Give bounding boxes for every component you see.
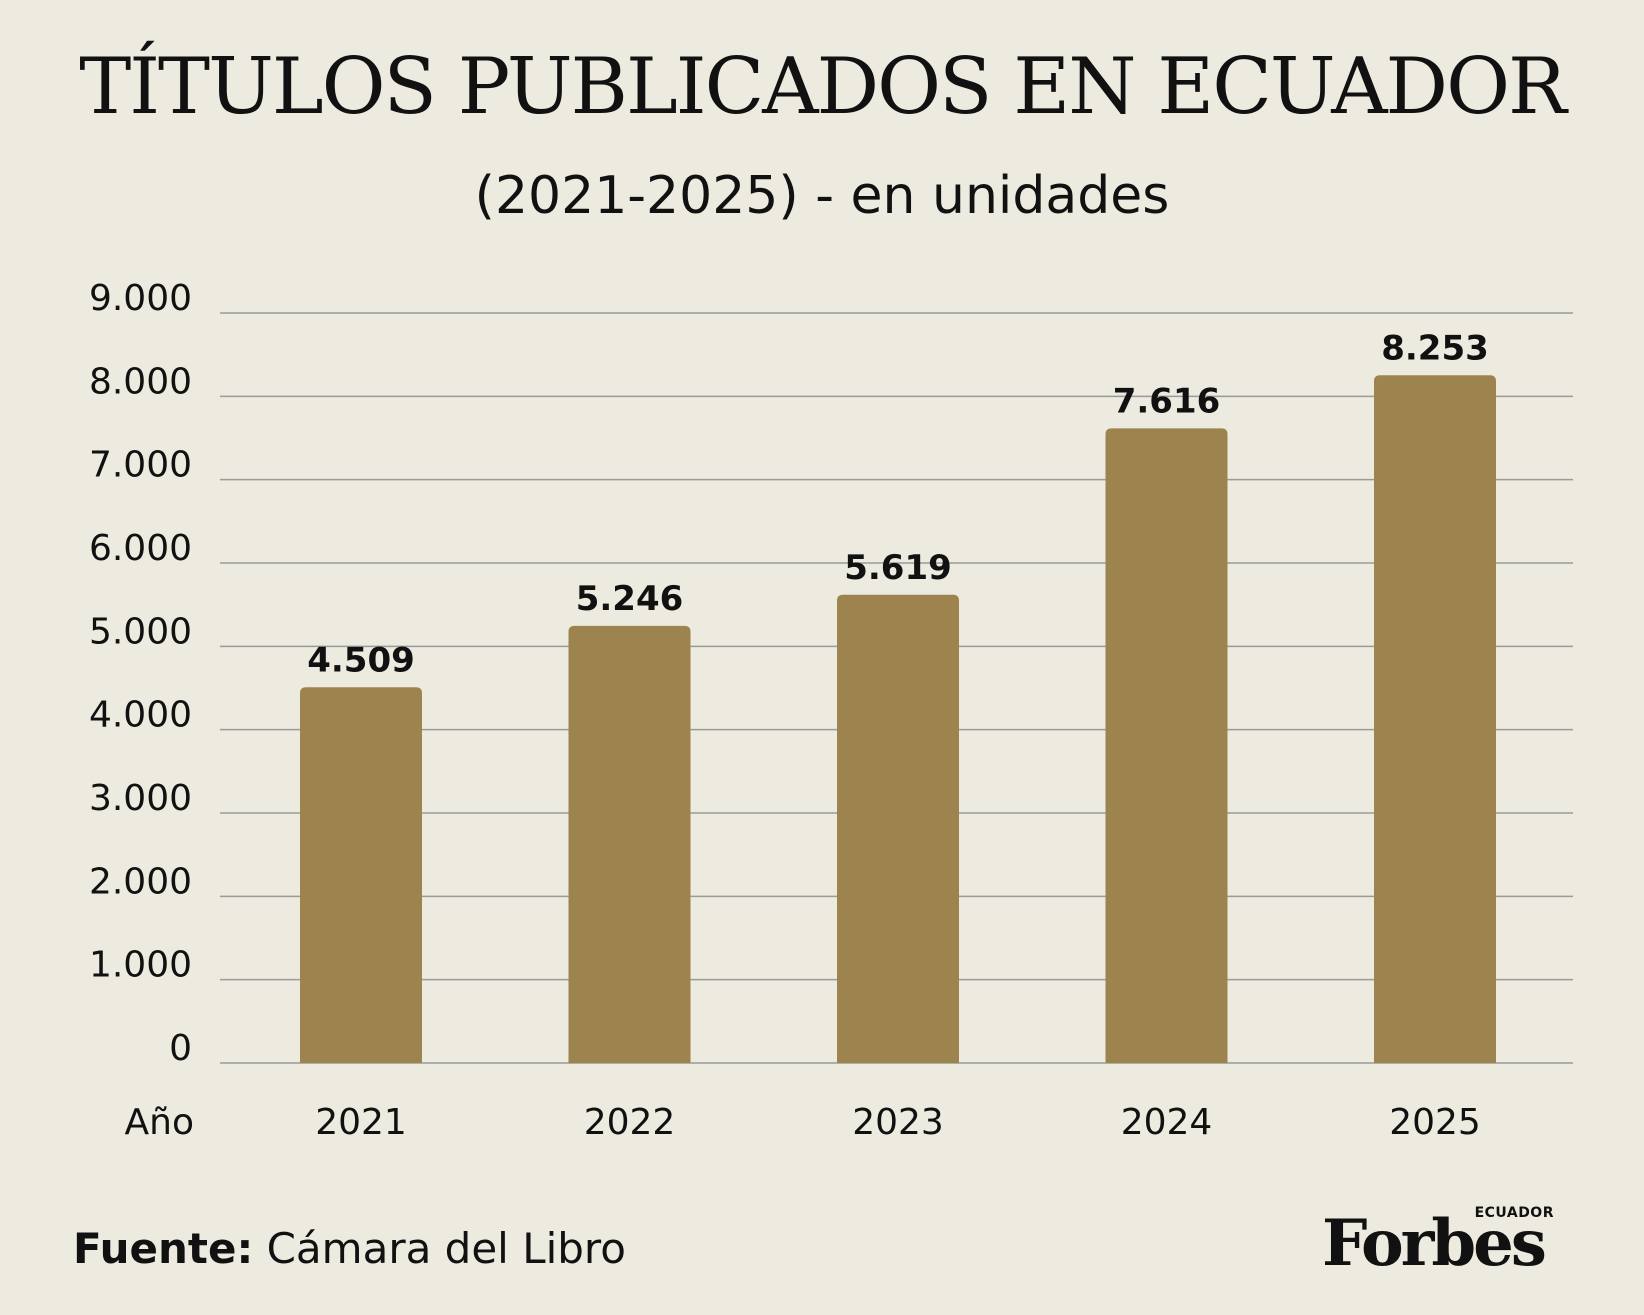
bar-chart: 0 1.000 2.000 3.000 4.000 5.000 6.000 7.000 8.00… — [89, 278, 1573, 1143]
y-tick-label: 9.000 — [89, 278, 192, 319]
y-tick-label: 5.000 — [89, 611, 192, 652]
y-tick-label: 4.000 — [89, 695, 192, 736]
bar-value-label: 7.616 — [1113, 381, 1221, 421]
bar — [300, 687, 422, 1063]
x-tick-label: 2025 — [1389, 1102, 1481, 1143]
y-tick-label: 2.000 — [89, 861, 192, 902]
bar — [1374, 375, 1496, 1063]
y-tick-label: 1.000 — [89, 945, 192, 986]
y-tick-label: 6.000 — [89, 528, 192, 569]
bar — [837, 594, 959, 1063]
bar-value-label: 4.509 — [307, 640, 415, 680]
bar-value-label: 8.253 — [1381, 328, 1489, 368]
x-tick-label: 2024 — [1121, 1102, 1213, 1143]
source-note: Fuente: Cámara del Libro — [73, 1228, 626, 1270]
logo-subtext: ECUADOR — [1474, 1205, 1554, 1221]
chart-title: TÍTULOS PUBLICADOS EN ECUADOR — [79, 42, 1567, 132]
logo-wordmark: Forbes — [1322, 1206, 1547, 1281]
bar — [1105, 428, 1228, 1063]
bar-value-label: 5.246 — [576, 579, 684, 619]
x-axis-label: Año — [125, 1102, 194, 1143]
source-label: Fuente: — [73, 1224, 254, 1273]
x-tick-label: 2022 — [584, 1102, 676, 1143]
y-tick-label: 0 — [169, 1028, 192, 1069]
bar — [568, 625, 691, 1063]
x-tick-label: 2023 — [852, 1102, 944, 1143]
y-tick-label: 3.000 — [89, 778, 192, 819]
y-tick-label: 7.000 — [89, 445, 192, 486]
forbes-logo: ECUADOR Forbes — [1322, 1206, 1554, 1276]
x-tick-label: 2021 — [315, 1102, 407, 1143]
bar-value-label: 5.619 — [844, 548, 952, 588]
chart-subtitle: (2021-2025) - en unidades — [474, 166, 1170, 226]
source-value: Cámara del Libro — [266, 1224, 626, 1273]
y-tick-label: 8.000 — [89, 361, 192, 402]
